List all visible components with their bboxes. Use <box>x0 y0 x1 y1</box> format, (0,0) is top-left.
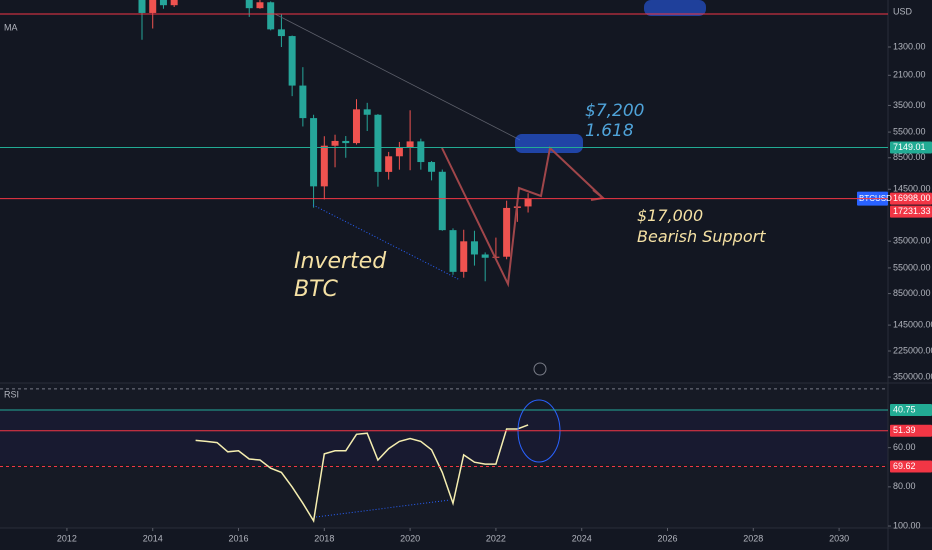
candle-body <box>170 0 178 6</box>
candle-body <box>428 162 436 172</box>
candle-body <box>503 207 511 257</box>
price-label: 51.39 <box>893 425 916 435</box>
highlight-box <box>644 0 706 16</box>
x-tick-label: 2012 <box>57 533 77 543</box>
candle-body <box>481 254 489 258</box>
price-label: 69.62 <box>893 461 916 471</box>
candle-body <box>449 230 457 272</box>
y-tick-label: 35000.00 <box>893 236 931 246</box>
candle-body <box>277 29 285 37</box>
candle-body <box>267 2 275 30</box>
projection-path <box>441 146 604 288</box>
rsi-lines <box>195 424 529 524</box>
trend-line <box>312 204 461 281</box>
x-tick-label: 2018 <box>314 533 334 543</box>
price-pane <box>138 0 532 282</box>
highlight-box <box>515 134 583 153</box>
price-label: 16998.00 <box>893 193 931 203</box>
y-tick-label: 55000.00 <box>893 262 931 272</box>
candle-body <box>288 36 296 86</box>
annotation: $7,200 <box>585 101 644 121</box>
candle-body <box>138 0 146 13</box>
y-tick-label: 60.00 <box>893 442 916 452</box>
x-tick-label: 2028 <box>743 533 763 543</box>
rsi-line <box>195 424 529 524</box>
annotation: BTC <box>294 277 339 302</box>
x-tick-label: 2024 <box>572 533 592 543</box>
candle-body <box>245 0 253 9</box>
price-label: 7149.01 <box>893 142 926 152</box>
y-tick-label: 145000.00 <box>893 319 932 329</box>
y-tick-label: 8500.00 <box>893 152 926 162</box>
x-tick-label: 2026 <box>657 533 677 543</box>
candle-body <box>256 2 264 9</box>
candle-body <box>395 147 403 157</box>
candle-body <box>310 118 318 187</box>
candle-body <box>374 114 382 172</box>
candle-body <box>331 140 339 146</box>
annotation: Inverted <box>294 249 387 274</box>
price-label-bg <box>890 192 932 205</box>
candle-body <box>320 145 328 187</box>
y-tick-label: 350000.00 <box>893 371 932 381</box>
pane-title: RSI <box>4 389 19 399</box>
price-label-bg <box>890 141 932 154</box>
indicator-label: MA <box>4 22 18 32</box>
candle-body <box>460 241 468 272</box>
price-label-bg <box>890 460 932 473</box>
y-tick-label: 14500.00 <box>893 184 931 194</box>
y-tick-label: 1300.00 <box>893 41 926 51</box>
candle-body <box>159 0 167 6</box>
y-tick-label: 2100.00 <box>893 70 926 80</box>
candle-body <box>524 198 532 207</box>
price-label-bg <box>890 403 932 416</box>
candle-body <box>342 140 350 144</box>
annotation: $17,000 <box>637 206 703 225</box>
event-icon <box>533 362 547 376</box>
axis-unit: USD <box>893 6 913 16</box>
price-label: 17231.33 <box>893 206 931 216</box>
y-tick-label: 225000.00 <box>893 345 932 355</box>
arrow-head <box>590 189 606 201</box>
price-label-bg <box>890 205 932 218</box>
x-tick-label: 2016 <box>229 533 249 543</box>
rsi-band <box>0 409 888 464</box>
price-label-bg <box>890 424 932 437</box>
x-tick-label: 2020 <box>400 533 420 543</box>
y-tick-label: 85000.00 <box>893 288 931 298</box>
candle-body <box>299 85 307 119</box>
axes: 1300.00 2100.00 3500.00 5500.00 8500.00 14500… <box>57 41 932 543</box>
y-tick-label: 5500.00 <box>893 126 926 136</box>
candle-body <box>149 0 157 13</box>
y-tick-label: 100.00 <box>893 520 921 530</box>
annotation: 1.618 <box>585 121 634 141</box>
y-tick-label: 3500.00 <box>893 100 926 110</box>
x-tick-label: 2014 <box>143 533 163 543</box>
candle-body <box>363 109 371 115</box>
candle-body <box>352 109 360 144</box>
annotation: Bearish Support <box>637 227 766 246</box>
trend-line <box>274 13 521 141</box>
candle-body <box>385 156 393 172</box>
candle-body <box>438 171 446 231</box>
y-tick-label: 80.00 <box>893 481 916 491</box>
x-tick-label: 2022 <box>486 533 506 543</box>
price-label: 40.75 <box>893 404 916 414</box>
candle-body <box>406 141 414 148</box>
candle-body <box>417 141 425 163</box>
candle-body <box>470 241 478 255</box>
x-tick-label: 2030 <box>829 533 849 543</box>
